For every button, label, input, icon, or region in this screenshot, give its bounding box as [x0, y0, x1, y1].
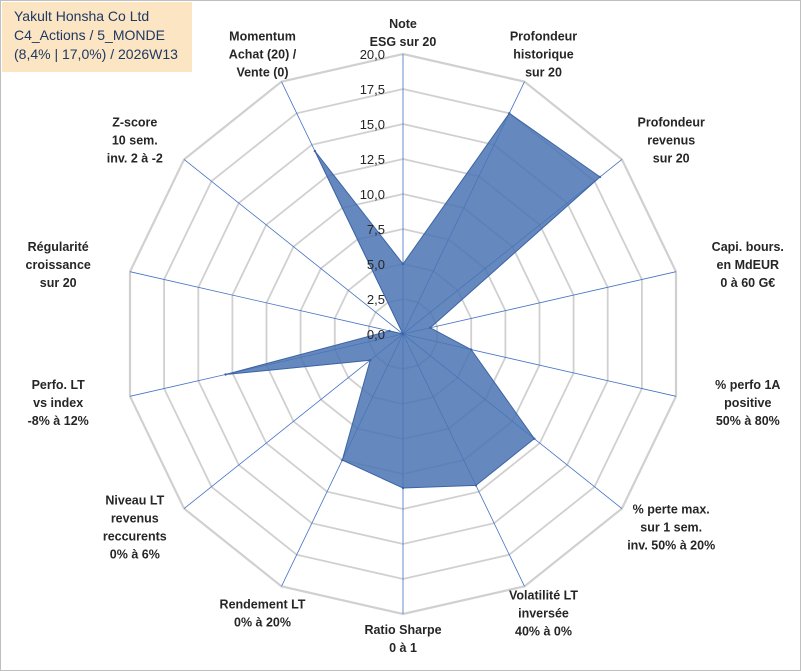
data-point-2: [598, 175, 602, 179]
axis-label-6-line-1: inversée: [518, 606, 569, 620]
axis-label-10-line-0: Perfo. LT: [32, 378, 86, 392]
axis-label-9-line-2: reccurents: [103, 529, 167, 543]
axis-label-1-line-1: historique: [513, 48, 573, 62]
axis-label-8-line-0: Rendement LT: [220, 597, 306, 611]
radar-axis-labels: Note ESG sur 20 Profondeur historique sur 20…: [26, 17, 784, 655]
axis-label-13-line-0: Momentum: [229, 30, 296, 44]
tick-label-5: 12,5: [360, 152, 385, 167]
axis-label-9-line-1: revenus: [111, 511, 159, 525]
tick-label-2: 5,0: [367, 257, 385, 272]
data-point-12: [401, 332, 405, 336]
axis-label-12-line-1: 10 sem.: [112, 134, 158, 148]
tick-label-4: 10,0: [360, 187, 385, 202]
radar-tick-labels: 0,0 2,5 5,0 7,5 10,0 12,5 15,0 17,5 20,0: [360, 47, 385, 342]
axis-label-9-line-3: 0% à 6%: [110, 547, 160, 561]
axis-label-11-line-2: sur 20: [40, 276, 77, 290]
axis-label-6-line-2: 40% à 0%: [515, 624, 572, 638]
axis-label-12-line-2: inv. 2 à -2: [107, 152, 163, 166]
axis-label-4-line-2: 50% à 80%: [716, 414, 780, 428]
axis-label-5-line-0: % perte max.: [633, 502, 710, 516]
tick-label-3: 7,5: [367, 222, 385, 237]
axis-label-8-line-1: 0% à 20%: [234, 615, 291, 629]
data-point-7: [401, 486, 405, 490]
portfolio-name: C4_Actions / 5_MONDE: [14, 27, 165, 43]
spoke-9: [183, 333, 404, 509]
data-point-11: [388, 329, 391, 333]
axis-label-12-line-0: Z-score: [112, 116, 157, 130]
portfolio-stats: (8,4% | 17,0%) / 2026W13: [14, 46, 178, 62]
axis-label-2-line-2: sur 20: [653, 152, 690, 166]
axis-label-3-line-0: Capi. bours.: [712, 240, 784, 254]
axis-label-0-line-0: Note: [389, 17, 417, 31]
axis-label-13-line-2: Vente (0): [236, 66, 288, 80]
spoke-11: [129, 271, 404, 335]
data-point-8: [341, 458, 344, 462]
title-box: Yakult Honsha Co Ltd C4_Actions / 5_MOND…: [2, 2, 192, 72]
data-point-13: [313, 149, 317, 153]
axis-label-7-line-0: Ratio Sharpe: [364, 623, 441, 637]
axis-label-10-line-2: -8% à 12%: [28, 414, 89, 428]
tick-label-7: 17,5: [360, 82, 385, 97]
axis-label-3-line-2: 0 à 60 G€: [720, 276, 775, 290]
data-point-6: [474, 484, 478, 487]
data-point-4: [470, 348, 473, 351]
company-name: Yakult Honsha Co Ltd: [14, 8, 150, 24]
axis-label-3-line-1: en MdEUR: [717, 258, 780, 272]
axis-label-10-line-1: vs index: [33, 396, 83, 410]
axis-label-2-line-0: Profondeur: [638, 116, 705, 130]
axis-label-11-line-0: Régularité: [28, 240, 89, 254]
axis-label-4-line-0: % perfo 1A: [715, 378, 780, 392]
axis-label-13-line-1: Achat (20) /: [229, 48, 297, 62]
axis-label-6-line-0: Volatilité LT: [509, 588, 578, 602]
spoke-12: [183, 159, 404, 335]
tick-label-8: 20,0: [360, 47, 385, 62]
axis-label-4-line-1: positive: [724, 396, 771, 410]
tick-label-0: 0,0: [367, 327, 385, 342]
data-point-1: [508, 112, 511, 115]
axis-label-0-line-1: ESG sur 20: [370, 35, 437, 49]
data-point-5: [533, 437, 536, 440]
tick-label-1: 2,5: [367, 292, 385, 307]
spoke-3: [402, 271, 677, 335]
axis-label-11-line-1: croissance: [26, 258, 91, 272]
data-point-10: [224, 373, 227, 376]
axis-label-5-line-1: sur 1 sem.: [640, 520, 702, 534]
axis-label-9-line-0: Niveau LT: [105, 493, 164, 507]
axis-label-7-line-1: 0 à 1: [389, 641, 417, 655]
axis-label-2-line-1: revenus: [647, 134, 695, 148]
data-point-9: [369, 359, 372, 362]
data-point-0: [401, 262, 405, 266]
radar-series: [224, 112, 602, 490]
axis-label-1-line-2: sur 20: [525, 66, 562, 80]
tick-label-6: 15,0: [360, 117, 385, 132]
data-point-3: [429, 326, 432, 329]
axis-label-1-line-0: Profondeur: [510, 30, 577, 44]
axis-label-5-line-2: inv. 50% à 20%: [627, 538, 715, 552]
